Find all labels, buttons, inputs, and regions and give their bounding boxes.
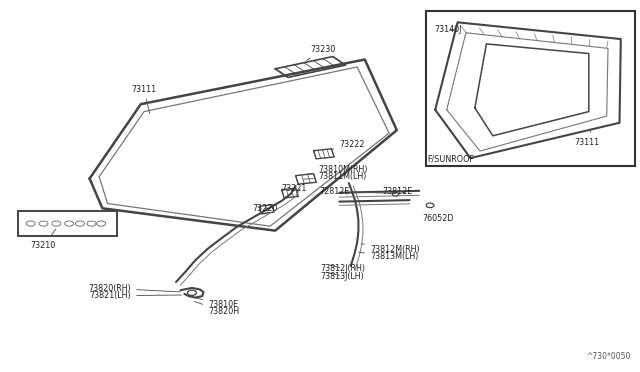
Text: 73111: 73111 (131, 85, 156, 113)
Text: 73140J: 73140J (434, 25, 461, 33)
Text: 73821(LH): 73821(LH) (90, 291, 182, 300)
Circle shape (392, 192, 399, 196)
Text: 73810E: 73810E (196, 298, 238, 309)
Text: 73812E: 73812E (383, 187, 413, 196)
Text: F/SUNROOF: F/SUNROOF (428, 155, 474, 164)
Text: 73820(RH): 73820(RH) (88, 284, 180, 293)
Text: 73812J(RH): 73812J(RH) (320, 264, 365, 273)
Text: 76052D: 76052D (422, 209, 454, 223)
Text: ^730*0050: ^730*0050 (586, 352, 630, 361)
Text: 73810M(RH): 73810M(RH) (305, 165, 368, 174)
Text: 73820H: 73820H (195, 301, 239, 316)
Text: 73111: 73111 (575, 129, 600, 147)
Text: 73812M(RH): 73812M(RH) (361, 244, 420, 254)
Bar (18, 211, 117, 236)
Bar (426, 11, 635, 166)
Text: 73221: 73221 (282, 184, 307, 193)
Text: 73220: 73220 (253, 204, 278, 213)
Text: 73222: 73222 (330, 140, 365, 150)
Text: 73210: 73210 (31, 229, 56, 250)
Text: 73813J(LH): 73813J(LH) (320, 272, 364, 280)
Text: 72812E: 72812E (319, 187, 392, 196)
Text: 73813M(LH): 73813M(LH) (358, 252, 419, 261)
Text: 73811M(LH): 73811M(LH) (303, 172, 367, 181)
Text: 73230: 73230 (307, 45, 335, 61)
